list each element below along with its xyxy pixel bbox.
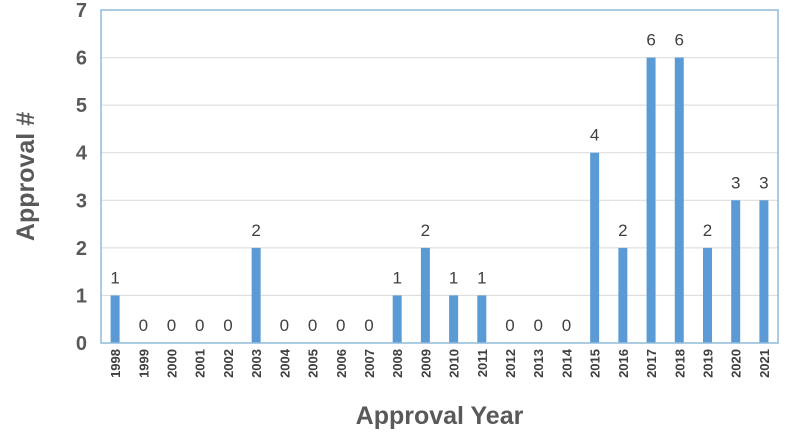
bar-2009 bbox=[420, 247, 430, 343]
x-tick-label: 2011 bbox=[475, 349, 490, 377]
x-tick-label: 2014 bbox=[559, 348, 574, 378]
x-tick-label: 2009 bbox=[418, 349, 433, 378]
data-label-2002: 0 bbox=[223, 316, 232, 335]
x-tick-label: 2002 bbox=[221, 349, 236, 378]
gridlines bbox=[101, 57, 778, 296]
x-tick-label: 2001 bbox=[193, 349, 208, 378]
bar-2017 bbox=[646, 57, 656, 343]
bar-2019 bbox=[702, 247, 712, 343]
y-tick-label: 3 bbox=[76, 190, 87, 212]
bar-2015 bbox=[590, 152, 600, 343]
x-axis-ticks: 1998 1999 2000 2001 2002 2003 2004 2005 2006 2007… bbox=[108, 348, 772, 378]
x-tick-label: 2000 bbox=[165, 349, 180, 378]
y-tick-label: 5 bbox=[76, 95, 87, 117]
x-tick-label: 2013 bbox=[531, 349, 546, 378]
x-tick-label: 2008 bbox=[390, 349, 405, 378]
data-label-2012: 0 bbox=[505, 316, 514, 335]
y-tick-label: 1 bbox=[76, 285, 87, 307]
data-label-2010: 1 bbox=[449, 268, 458, 287]
y-tick-label: 6 bbox=[76, 48, 87, 70]
x-tick-label: 2006 bbox=[334, 349, 349, 378]
y-tick-label: 7 bbox=[76, 0, 87, 22]
x-tick-label: 2010 bbox=[447, 349, 462, 378]
x-tick-label: 2017 bbox=[644, 349, 659, 378]
x-axis-title: Approval Year bbox=[356, 402, 524, 430]
y-tick-label: 2 bbox=[76, 238, 87, 260]
data-label-2004: 0 bbox=[280, 316, 289, 335]
x-tick-label: 2003 bbox=[249, 349, 264, 378]
y-axis-ticks: 0 1 2 3 4 5 6 7 bbox=[76, 0, 88, 355]
x-tick-label: 2021 bbox=[757, 349, 772, 378]
x-tick-label: 2019 bbox=[700, 349, 715, 378]
data-label-2009: 2 bbox=[421, 221, 430, 240]
data-label-2001: 0 bbox=[195, 316, 204, 335]
bar-2003 bbox=[251, 247, 261, 343]
bar-1998 bbox=[110, 295, 120, 343]
bar-2011 bbox=[477, 295, 487, 343]
x-tick-label: 2007 bbox=[362, 349, 377, 378]
x-tick-label: 2016 bbox=[616, 349, 631, 378]
y-axis-title: Approval # bbox=[12, 112, 40, 241]
data-label-2016: 2 bbox=[618, 221, 627, 240]
bar-2021 bbox=[759, 200, 769, 343]
x-tick-label: 2015 bbox=[588, 349, 603, 378]
bar-2010 bbox=[449, 295, 459, 343]
data-label-2015: 4 bbox=[590, 126, 599, 145]
data-label-2007: 0 bbox=[364, 316, 373, 335]
data-label-2020: 3 bbox=[731, 173, 740, 192]
bar-2018 bbox=[674, 57, 684, 343]
x-tick-label: 2005 bbox=[306, 349, 321, 378]
data-label-2000: 0 bbox=[167, 316, 176, 335]
data-label-2017: 6 bbox=[646, 31, 655, 50]
data-label-2013: 0 bbox=[533, 316, 542, 335]
data-label-2011: 1 bbox=[477, 268, 486, 287]
bar-2020 bbox=[731, 200, 741, 343]
x-tick-label: 2004 bbox=[277, 348, 292, 378]
data-label-2019: 2 bbox=[703, 221, 712, 240]
data-label-1998: 1 bbox=[110, 268, 119, 287]
x-tick-label: 1998 bbox=[108, 349, 123, 378]
data-label-2006: 0 bbox=[336, 316, 345, 335]
x-tick-label: 1999 bbox=[136, 349, 151, 378]
data-label-1999: 0 bbox=[139, 316, 148, 335]
bar-2016 bbox=[618, 247, 628, 343]
plot-frame bbox=[100, 9, 779, 344]
data-label-2008: 1 bbox=[392, 268, 401, 287]
bars bbox=[110, 57, 769, 343]
data-label-2005: 0 bbox=[308, 316, 317, 335]
y-tick-label: 4 bbox=[76, 143, 88, 165]
x-tick-label: 2018 bbox=[672, 349, 687, 378]
data-label-2021: 3 bbox=[759, 173, 768, 192]
y-tick-label: 0 bbox=[76, 333, 87, 355]
data-label-2014: 0 bbox=[562, 316, 571, 335]
x-tick-label: 2012 bbox=[503, 349, 518, 378]
x-tick-label: 2020 bbox=[729, 349, 744, 378]
bar-2008 bbox=[392, 295, 402, 343]
data-label-2018: 6 bbox=[675, 31, 684, 50]
data-label-2003: 2 bbox=[251, 221, 260, 240]
